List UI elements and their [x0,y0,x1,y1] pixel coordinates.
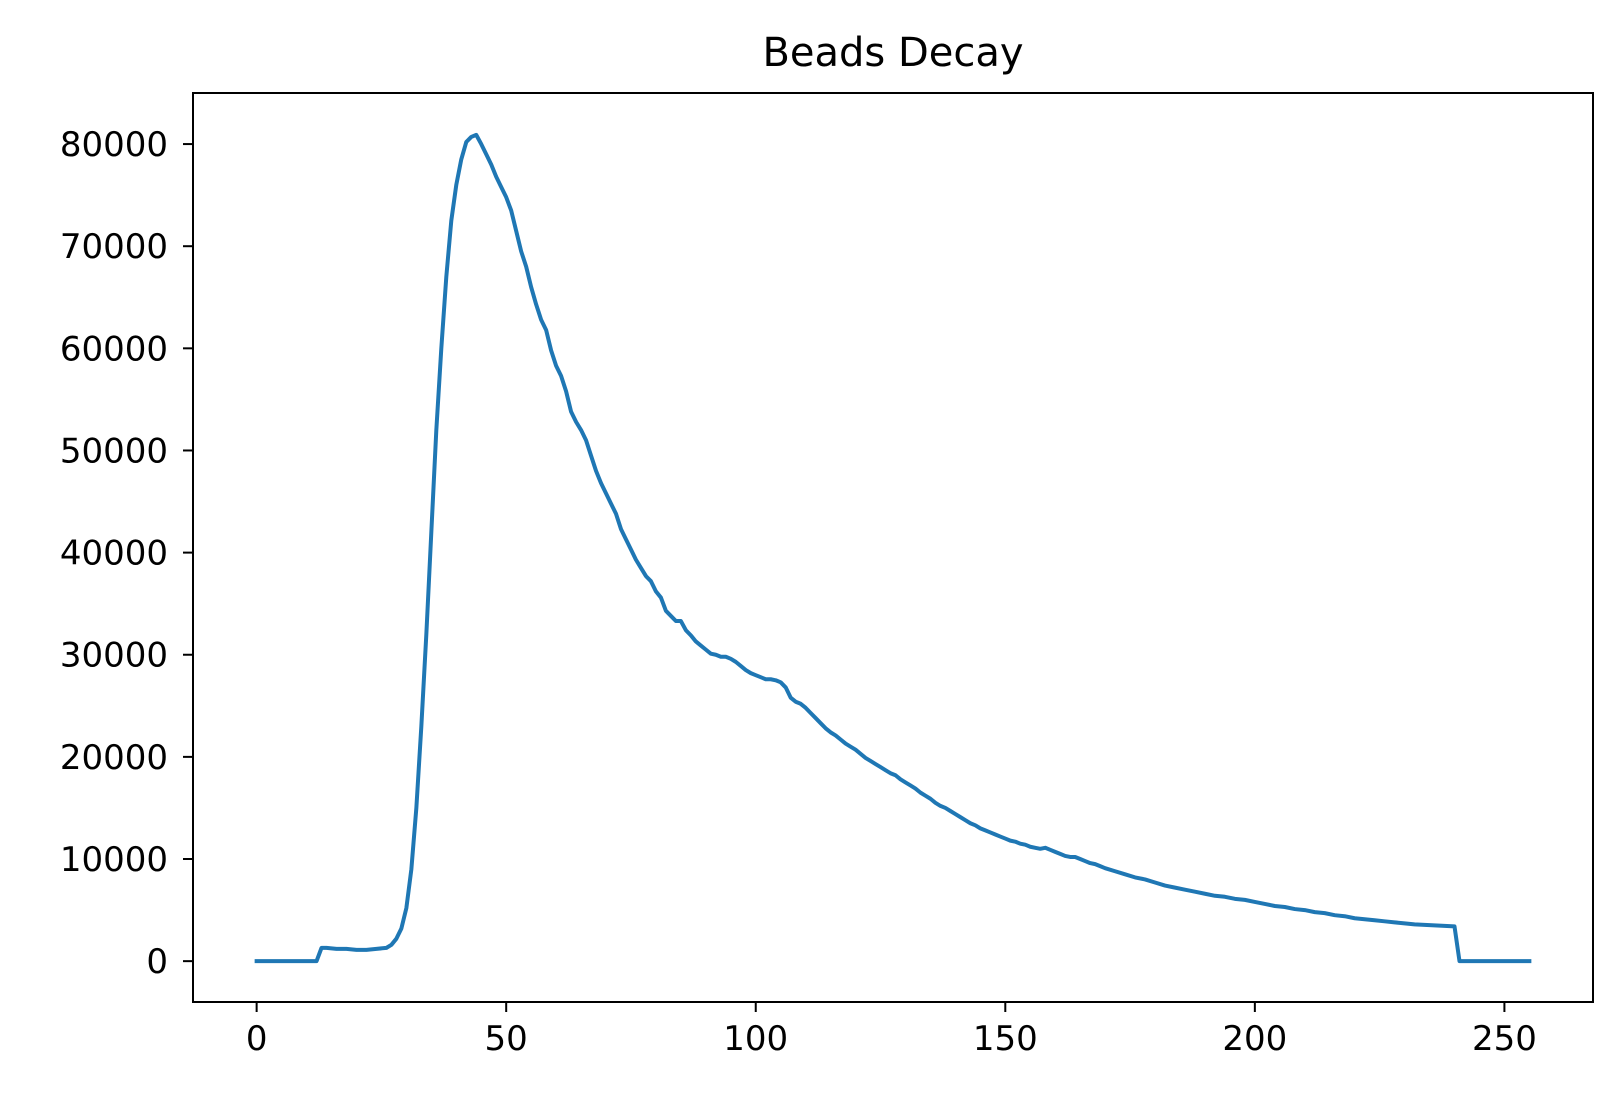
x-tick-label: 50 [485,1019,528,1059]
x-tick-label: 250 [1472,1019,1537,1059]
y-tick-label: 30000 [60,636,168,676]
y-tick-label: 70000 [60,227,168,267]
y-tick-label: 20000 [60,738,168,778]
plot-frame [192,92,1594,1003]
y-axis: 0 10000 20000 30000 40000 50000 60000 70000 8000… [60,125,193,982]
chart-title: Beads Decay [762,30,1023,76]
plot-area [254,132,1532,964]
x-axis: 0 50 100 150 200 250 [246,1002,1537,1059]
x-tick-label: 200 [1222,1019,1287,1059]
y-tick-label: 10000 [60,840,168,880]
x-tick-label: 100 [723,1019,788,1059]
x-tick-label: 150 [973,1019,1038,1059]
x-tick-label: 0 [246,1019,268,1059]
y-tick-label: 80000 [60,125,168,165]
series-line-0 [254,132,1532,964]
y-tick-label: 50000 [60,431,168,471]
y-tick-label: 60000 [60,329,168,369]
y-tick-label: 40000 [60,534,168,574]
y-tick-label: 0 [146,942,168,982]
